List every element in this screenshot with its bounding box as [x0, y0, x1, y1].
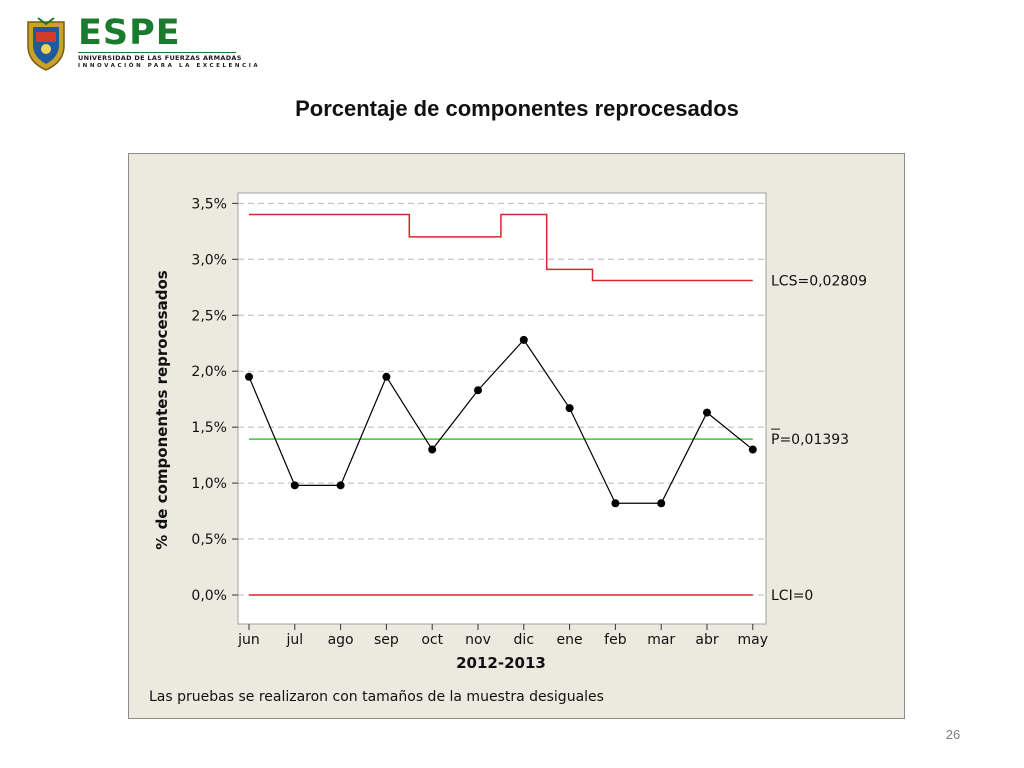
y-tick-label: 2,5% [191, 308, 227, 324]
ucl-line [249, 213, 753, 282]
y-tick-label: 3,5% [191, 196, 227, 212]
slide-title: Porcentaje de componentes reprocesados [295, 96, 739, 121]
series-line [248, 338, 754, 504]
y-tick-label: 1,5% [191, 420, 227, 436]
espe-logo: ESPE UNIVERSIDAD DE LAS FUERZAS ARMADAS … [24, 13, 258, 76]
data-point [703, 408, 711, 417]
data-point [290, 481, 299, 490]
x-tick-label: mar [647, 632, 675, 648]
x-tick-label: dic [514, 632, 534, 648]
data-point [657, 499, 666, 508]
x-tick-label: oct [421, 632, 443, 648]
y-tick-label: 2,0% [191, 364, 227, 380]
ucl-label: LCS=0,02809 [771, 274, 867, 290]
logo-wordmark: ESPE [78, 13, 181, 53]
logo-divider [78, 52, 236, 53]
control-chart: 0,0% 0,5% 1,0% 1,5% 2,0% 2,5% 3,0% 3,5% jun jul a… [149, 192, 867, 705]
data-point [474, 386, 482, 395]
plot-area [237, 192, 767, 625]
lcl-label: LCI=0 [771, 588, 813, 604]
x-axis-label: 2012-2013 [456, 654, 546, 672]
data-point [565, 404, 574, 413]
x-tick-label: jul [285, 632, 303, 648]
data-point [611, 499, 620, 508]
chart-footnote: Las pruebas se realizaron con tamaños de… [149, 689, 604, 705]
x-tick-label: may [738, 632, 769, 648]
y-tick-label: 0,0% [191, 588, 227, 604]
logo-motto: INNOVACIÓN PARA LA EXCELENCIA [78, 63, 261, 69]
x-tick-label: nov [465, 632, 491, 648]
data-point [336, 481, 345, 490]
y-tick-label: 0,5% [191, 532, 227, 548]
chart-frame: 0,0% 0,5% 1,0% 1,5% 2,0% 2,5% 3,0% 3,5% jun jul a… [128, 153, 905, 719]
x-tick-label: feb [604, 632, 627, 648]
center-label: P=0,01393 [771, 432, 849, 448]
x-tick-label: jun [237, 632, 260, 648]
page-number: 26 [945, 727, 961, 742]
data-point [428, 445, 437, 454]
y-tick-label: 3,0% [191, 252, 227, 268]
y-axis-label: % de componentes reprocesados [153, 270, 171, 549]
data-point [382, 372, 391, 381]
x-tick-label: sep [374, 632, 399, 648]
data-point [519, 335, 528, 344]
y-tick-label: 1,0% [191, 476, 227, 492]
logo-university-name: UNIVERSIDAD DE LAS FUERZAS ARMADAS [78, 54, 242, 62]
data-point [245, 372, 253, 381]
data-point [748, 445, 757, 454]
x-tick-label: abr [695, 632, 718, 648]
x-tick-label: ago [328, 632, 354, 648]
university-seal-icon [27, 17, 65, 71]
x-tick-label: ene [557, 632, 583, 648]
